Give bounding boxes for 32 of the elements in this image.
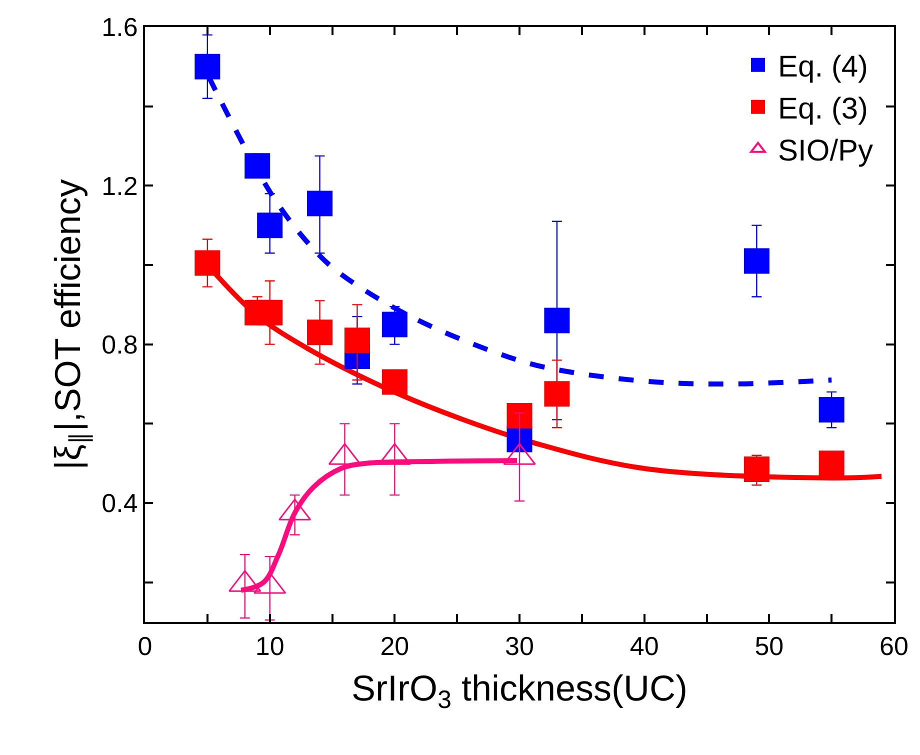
x-tick-label: 50 — [754, 631, 784, 662]
legend-label: SIO/Py — [778, 134, 874, 168]
y-tick-label: 0.4 — [102, 488, 138, 518]
x-tick-label: 0 — [138, 631, 152, 662]
point — [307, 320, 333, 346]
point — [544, 381, 570, 407]
x-tick-label: 20 — [380, 631, 410, 662]
point — [744, 456, 770, 482]
point — [544, 308, 570, 334]
y-tick-label: 1.2 — [102, 170, 138, 201]
point — [307, 190, 333, 216]
point — [818, 397, 844, 423]
point — [744, 248, 770, 274]
point — [506, 426, 532, 452]
point — [194, 250, 220, 276]
point — [257, 212, 283, 238]
x-tick-label: 40 — [630, 631, 659, 662]
point — [506, 402, 532, 428]
point — [194, 54, 220, 80]
point — [344, 328, 370, 354]
point — [382, 312, 408, 338]
x-tick-label: 60 — [880, 631, 908, 662]
x-tick-label: 30 — [505, 631, 534, 662]
x-tick-label: 10 — [255, 631, 284, 662]
legend-label: Eq. (3) — [778, 92, 868, 126]
y-tick-label: 1.6 — [102, 12, 138, 42]
point — [382, 369, 408, 395]
legend-label: Eq. (4) — [778, 50, 868, 84]
point — [257, 300, 283, 326]
point — [818, 450, 844, 476]
x-axis-title: SrIrO$_{3}$ thickness(UC) — [351, 667, 688, 714]
y-tick-label: 0.8 — [102, 329, 138, 360]
